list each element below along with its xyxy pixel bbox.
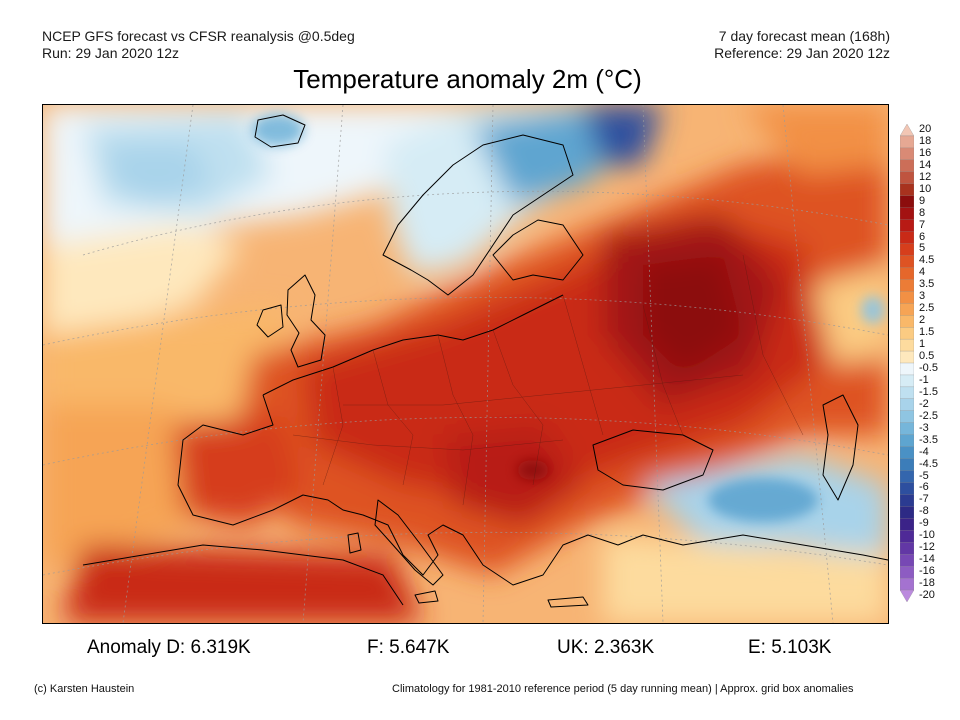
run-line: Run: 29 Jan 2020 12z	[42, 45, 179, 61]
footer-note: Climatology for 1981-2010 reference peri…	[392, 683, 854, 695]
colorbar-tick-label: -9	[919, 517, 929, 530]
colorbar-tick-label: 9	[919, 194, 926, 207]
colorbar-swatch	[900, 374, 914, 388]
colorbar-tick-label: -1.5	[919, 385, 938, 398]
colorbar-swatch	[900, 303, 914, 316]
colorbar-swatch	[900, 315, 914, 328]
colorbar-swatch	[900, 231, 914, 245]
colorbar-tick-label: 0.5	[919, 350, 935, 363]
colorbar-tick-label: 2.5	[919, 302, 935, 315]
colorbar-tick-label: -7	[919, 493, 929, 506]
colorbar-swatch	[900, 482, 914, 496]
colorbar	[900, 124, 914, 602]
colorbar-swatch	[900, 470, 914, 484]
colorbar-swatch	[900, 350, 914, 364]
stat-france: F: 5.647K	[367, 637, 450, 658]
colorbar-swatches	[900, 124, 914, 602]
colorbar-tick-label: -16	[919, 565, 935, 578]
colorbar-tick-label: 14	[919, 158, 932, 171]
colorbar-tick-label: 7	[919, 218, 926, 231]
anomaly-map	[42, 104, 889, 624]
colorbar-swatch	[900, 554, 914, 567]
colorbar-swatch	[900, 135, 914, 149]
colorbar-swatch	[900, 195, 914, 209]
colorbar-swatch	[900, 410, 914, 424]
colorbar-tick-label: -8	[919, 505, 929, 518]
colorbar-tick-label: -1	[919, 373, 929, 386]
colorbar-tick-label: -4.5	[919, 457, 938, 470]
colorbar-swatch	[900, 159, 914, 173]
colorbar-swatch	[900, 207, 914, 221]
colorbar-swatch	[900, 446, 914, 460]
colorbar-swatch	[900, 577, 914, 591]
colorbar-swatch	[900, 219, 914, 233]
colorbar-tick-label: 1.5	[919, 326, 935, 339]
model-line: NCEP GFS forecast vs CFSR reanalysis @0.…	[42, 28, 355, 44]
colorbar-tick-label: 18	[919, 134, 932, 147]
colorbar-swatch	[900, 386, 914, 400]
colorbar-tick-label: 16	[919, 146, 932, 159]
colorbar-tick-label: -2.5	[919, 409, 938, 422]
stat-germany: Anomaly D: 6.319K	[87, 637, 251, 658]
colorbar-tick-label: 4.5	[919, 254, 935, 267]
colorbar-swatch	[900, 171, 914, 185]
colorbar-swatch	[900, 422, 914, 436]
colorbar-tick-label: -0.5	[919, 361, 938, 374]
colorbar-tick-label: 12	[919, 170, 932, 183]
colorbar-swatch	[900, 124, 914, 137]
header-left: NCEP GFS forecast vs CFSR reanalysis @0.…	[42, 28, 355, 62]
stat-spain: E: 5.103K	[748, 637, 832, 658]
period-line: 7 day forecast mean (168h)	[718, 28, 890, 44]
colorbar-tick-label: 20	[919, 122, 932, 135]
map-title: Temperature anomaly 2m (°C)	[293, 64, 642, 94]
colorbar-swatch	[900, 542, 914, 555]
colorbar-swatch	[900, 326, 914, 340]
colorbar-swatch	[900, 458, 914, 472]
colorbar-swatch	[900, 267, 914, 280]
colorbar-tick-label: 3.5	[919, 278, 935, 291]
colorbar-tick-label: 1	[919, 338, 926, 351]
reference-line: Reference: 29 Jan 2020 12z	[714, 45, 890, 61]
colorbar-tick-label: 10	[919, 182, 932, 195]
colorbar-tick-label: 4	[919, 266, 926, 279]
colorbar-swatch	[900, 279, 914, 292]
colorbar-swatch	[900, 338, 914, 352]
colorbar-tick-label: -20	[919, 589, 935, 602]
colorbar-tick-label: -5	[919, 469, 929, 482]
colorbar-tick-label: 6	[919, 230, 926, 243]
colorbar-tick-label: 5	[919, 242, 926, 255]
colorbar-swatch	[900, 291, 914, 304]
header-right: 7 day forecast mean (168h) Reference: 29…	[714, 28, 890, 62]
colorbar-tick-label: -10	[919, 529, 935, 542]
colorbar-swatch	[900, 565, 914, 579]
colorbar-tick-label: 2	[919, 314, 926, 327]
colorbar-swatch	[900, 589, 914, 602]
colorbar-tick-label: -3.5	[919, 433, 938, 446]
colorbar-swatch	[900, 506, 914, 519]
colorbar-tick-label: -14	[919, 553, 935, 566]
colorbar-swatch	[900, 183, 914, 197]
colorbar-tick-label: -2	[919, 397, 929, 410]
colorbar-swatch	[900, 362, 914, 376]
colorbar-swatch	[900, 255, 914, 269]
colorbar-swatch	[900, 518, 914, 531]
colorbar-swatch	[900, 147, 914, 161]
colorbar-swatch	[900, 434, 914, 448]
footer-credit: (c) Karsten Haustein	[34, 683, 135, 695]
colorbar-swatch	[900, 494, 914, 508]
colorbar-tick-label: -18	[919, 577, 935, 590]
stat-uk: UK: 2.363K	[557, 637, 655, 658]
colorbar-tick-label: -4	[919, 445, 929, 458]
colorbar-tick-label: -12	[919, 541, 935, 554]
anomaly-map-graphic	[43, 105, 888, 623]
colorbar-tick-label: -6	[919, 481, 929, 494]
colorbar-swatch	[900, 530, 914, 543]
colorbar-tick-label: 8	[919, 206, 926, 219]
colorbar-swatch	[900, 243, 914, 257]
colorbar-tick-label: -3	[919, 421, 929, 434]
colorbar-swatch	[900, 398, 914, 412]
colorbar-tick-label: 3	[919, 290, 926, 303]
